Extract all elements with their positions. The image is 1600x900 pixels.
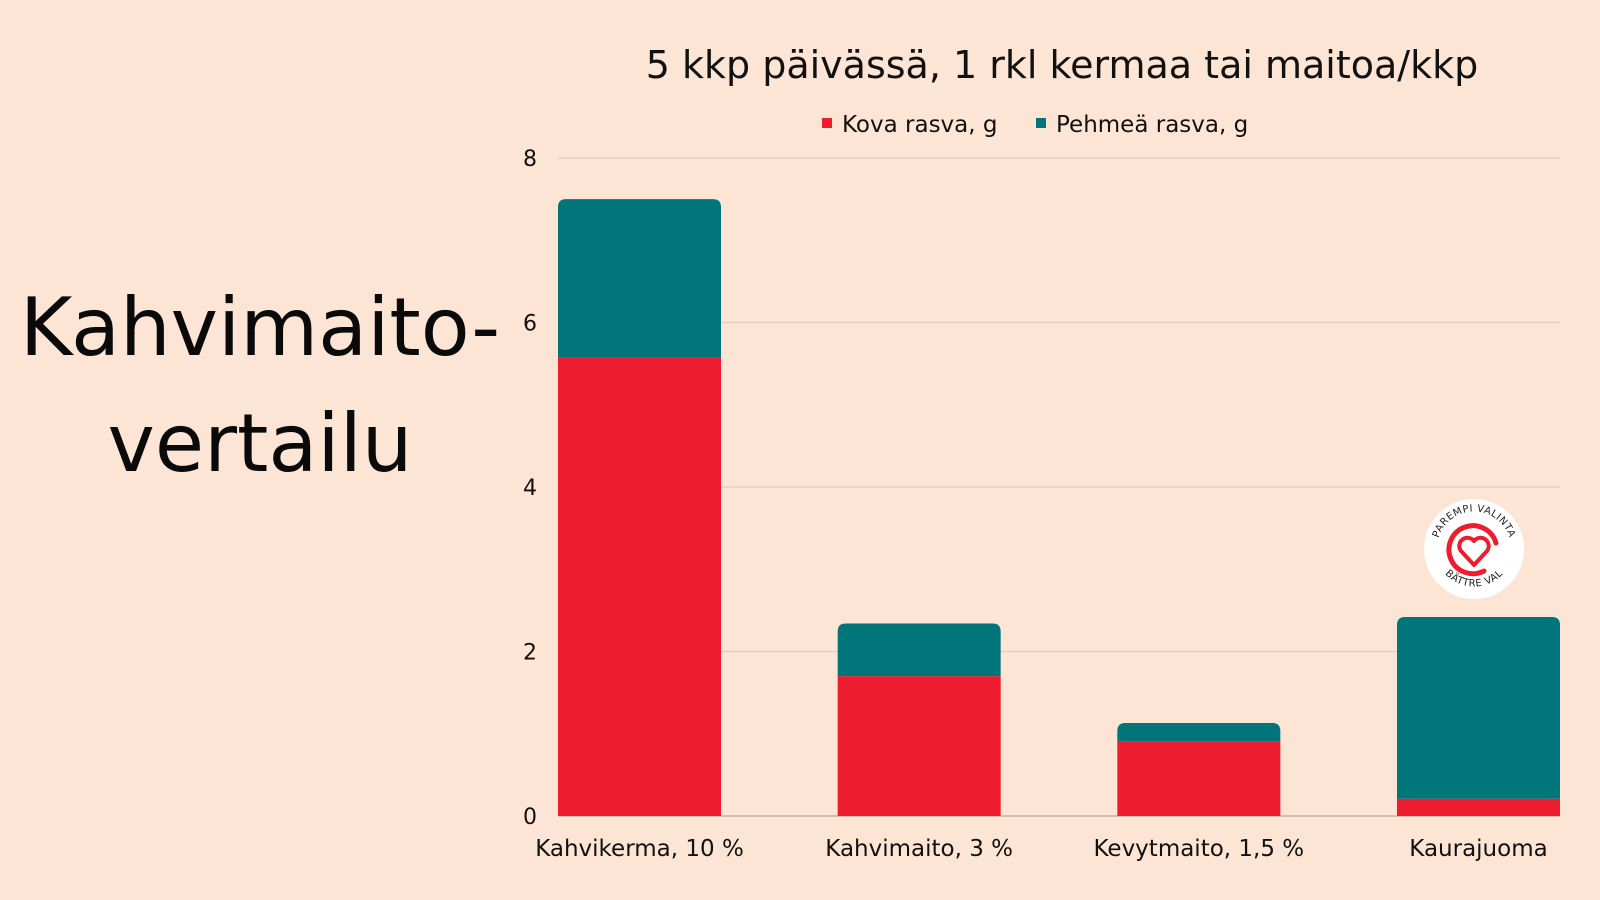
legend-swatch — [822, 118, 832, 128]
legend: Kova rasva, g Pehmeä rasva, g — [822, 112, 1248, 138]
bar-segment-soft — [1397, 616, 1560, 799]
x-tick-label: Kaurajuoma — [1409, 836, 1547, 862]
bar-segment-soft — [558, 199, 721, 358]
parempi-valinta-logo: PAREMPI VALINTA BÄTTRE VAL — [1424, 499, 1524, 599]
chart-title: 5 kkp päivässä, 1 rkl kermaa tai maitoa/… — [646, 43, 1478, 87]
y-tick-label: 4 — [523, 476, 537, 501]
legend-swatch — [1036, 118, 1046, 128]
x-tick-label: Kevytmaito, 1,5 % — [1093, 836, 1304, 862]
heading-line2: vertailu — [107, 397, 413, 490]
legend-label: Kova rasva, g — [842, 112, 998, 138]
bar-segment-hard — [1117, 741, 1281, 816]
legend-label: Pehmeä rasva, g — [1056, 112, 1248, 138]
x-tick-label: Kahvikerma, 10 % — [535, 836, 744, 862]
gridlines: 0 2 4 6 8 — [523, 147, 1560, 830]
x-tick-label: Kahvimaito, 3 % — [825, 836, 1013, 862]
page-heading: Kahvimaito- vertailu — [0, 270, 520, 502]
y-tick-label: 0 — [523, 805, 537, 830]
bar-segment-soft — [837, 623, 1001, 677]
bar-segment-hard — [1397, 798, 1560, 816]
x-axis-labels: Kahvikerma, 10 % Kahvimaito, 3 % Kevytmait… — [535, 836, 1548, 862]
y-tick-label: 6 — [523, 312, 537, 337]
y-tick-label: 8 — [523, 147, 537, 172]
y-tick-label: 2 — [523, 641, 537, 666]
bar-segment-hard — [837, 676, 1001, 816]
bar-segment-soft — [1117, 723, 1281, 742]
bars — [558, 199, 1560, 816]
bar-segment-hard — [558, 357, 721, 816]
heading-line1: Kahvimaito- — [19, 281, 501, 374]
